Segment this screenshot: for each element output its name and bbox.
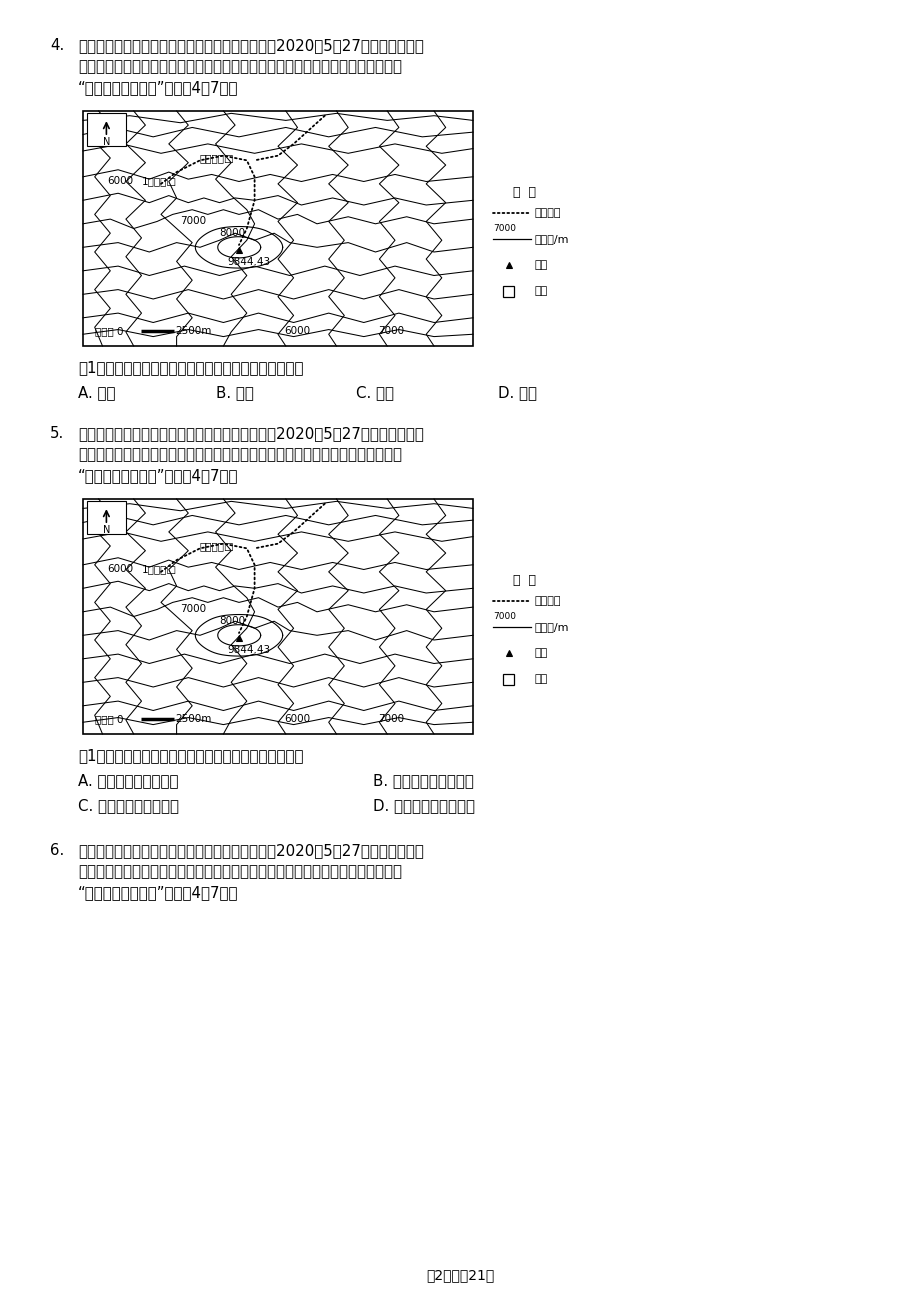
Text: 6.: 6. (50, 842, 64, 858)
Text: 前进营地□: 前进营地□ (199, 542, 234, 551)
Text: 山峰: 山峰 (535, 260, 548, 270)
Text: 1号营地□: 1号营地□ (142, 565, 176, 574)
Text: C. 先向西北，再向东北: C. 先向西北，再向东北 (78, 798, 179, 812)
Text: 6000: 6000 (284, 326, 311, 336)
Text: 2500m: 2500m (176, 326, 212, 336)
Text: A. 鞍部: A. 鞍部 (78, 385, 116, 400)
Bar (86, 501, 126, 534)
Text: 营地: 营地 (535, 285, 548, 296)
Text: 世界第一高峰珠穆朗玛峰是喜马拉雅山脉的主峰。2020年5月27日中国珠峰高程: 世界第一高峰珠穆朗玛峰是喜马拉雅山脉的主峰。2020年5月27日中国珠峰高程 (78, 842, 424, 858)
Text: 7000: 7000 (493, 224, 516, 233)
Bar (86, 113, 126, 146)
Text: 6000: 6000 (108, 177, 133, 186)
Text: D. 山顶: D. 山顶 (497, 385, 537, 400)
Text: 4.: 4. (50, 38, 64, 53)
Text: 7000: 7000 (180, 604, 207, 615)
Text: 6000: 6000 (108, 565, 133, 574)
Text: 图  例: 图 例 (513, 186, 536, 199)
Bar (83, 111, 472, 346)
Text: 第2页，全21页: 第2页，全21页 (425, 1268, 494, 1282)
Text: 6000: 6000 (284, 713, 311, 724)
Text: 测量登山队成功登顶，对珠峰的海拔进行重新测量，未来珠峰高度可能被改写。读: 测量登山队成功登顶，对珠峰的海拔进行重新测量，未来珠峰高度可能被改写。读 (78, 59, 402, 74)
Text: B. 山谷: B. 山谷 (216, 385, 254, 400)
Text: 测量登山队成功登顶，对珠峰的海拔进行重新测量，未来珠峰高度可能被改写。读: 测量登山队成功登顶，对珠峰的海拔进行重新测量，未来珠峰高度可能被改写。读 (78, 865, 402, 879)
Text: 8000: 8000 (220, 228, 245, 238)
Text: N: N (103, 137, 110, 147)
Text: “珠峰等高线地形图”，完刹4～7题。: “珠峰等高线地形图”，完刹4～7题。 (78, 79, 238, 95)
Text: 7000: 7000 (378, 326, 403, 336)
Text: 等高线/m: 等高线/m (535, 622, 569, 631)
Text: 2500m: 2500m (176, 713, 212, 724)
Text: 等高线/m: 等高线/m (535, 234, 569, 243)
Bar (503, 285, 514, 297)
Text: 从1号营地出发到珠峰山顶，攀登的大致方向是（　　）: 从1号营地出发到珠峰山顶，攀登的大致方向是（ ） (78, 749, 303, 763)
Text: 比例尺 0: 比例尺 0 (95, 713, 123, 724)
Text: 登顶路线: 登顶路线 (535, 208, 561, 219)
Text: 7000: 7000 (378, 713, 403, 724)
Text: 9844.43: 9844.43 (227, 644, 270, 655)
Text: 世界第一高峰珠穆朗玛峰是喜马拉雅山脉的主峰。2020年5月27日中国珠峰高程: 世界第一高峰珠穆朗玛峰是喜马拉雅山脉的主峰。2020年5月27日中国珠峰高程 (78, 426, 424, 441)
Bar (83, 499, 472, 734)
Text: N: N (103, 525, 110, 535)
Text: 世界第一高峰珠穆朗玛峰是喜马拉雅山脉的主峰。2020年5月27日中国珠峰高程: 世界第一高峰珠穆朗玛峰是喜马拉雅山脉的主峰。2020年5月27日中国珠峰高程 (78, 38, 424, 53)
Text: “珠峰等高线地形图”，完刹4～7题。: “珠峰等高线地形图”，完刹4～7题。 (78, 467, 238, 483)
Text: D. 先向东南，再向西南: D. 先向东南，再向西南 (372, 798, 474, 812)
Text: “珠峰等高线地形图”，完刹4～7题。: “珠峰等高线地形图”，完刹4～7题。 (78, 885, 238, 900)
Bar (503, 673, 514, 685)
Text: 8000: 8000 (220, 616, 245, 626)
Text: 图  例: 图 例 (513, 574, 536, 587)
Text: C. 山脊: C. 山脊 (356, 385, 393, 400)
Text: 7000: 7000 (493, 612, 516, 621)
Text: A. 先向东北，再向西北: A. 先向东北，再向西北 (78, 773, 178, 788)
Text: 比例尺 0: 比例尺 0 (95, 326, 123, 336)
Text: 从1号营地到珠峰山顶，途经的地形部位主要是（　　）: 从1号营地到珠峰山顶，途经的地形部位主要是（ ） (78, 359, 303, 375)
Text: 7000: 7000 (180, 216, 207, 227)
Text: 前进营地□: 前进营地□ (199, 154, 234, 163)
Text: 登顶路线: 登顶路线 (535, 596, 561, 607)
Text: 测量登山队成功登顶，对珠峰的海拔进行重新测量，未来珠峰高度可能被改写。读: 测量登山队成功登顶，对珠峰的海拔进行重新测量，未来珠峰高度可能被改写。读 (78, 447, 402, 462)
Text: B. 先向西南，再向东南: B. 先向西南，再向东南 (372, 773, 473, 788)
Text: 营地: 营地 (535, 673, 548, 684)
Text: 山峰: 山峰 (535, 648, 548, 658)
Text: 5.: 5. (50, 426, 64, 441)
Text: 1号营地□: 1号营地□ (142, 177, 176, 186)
Text: 9844.43: 9844.43 (227, 256, 270, 267)
